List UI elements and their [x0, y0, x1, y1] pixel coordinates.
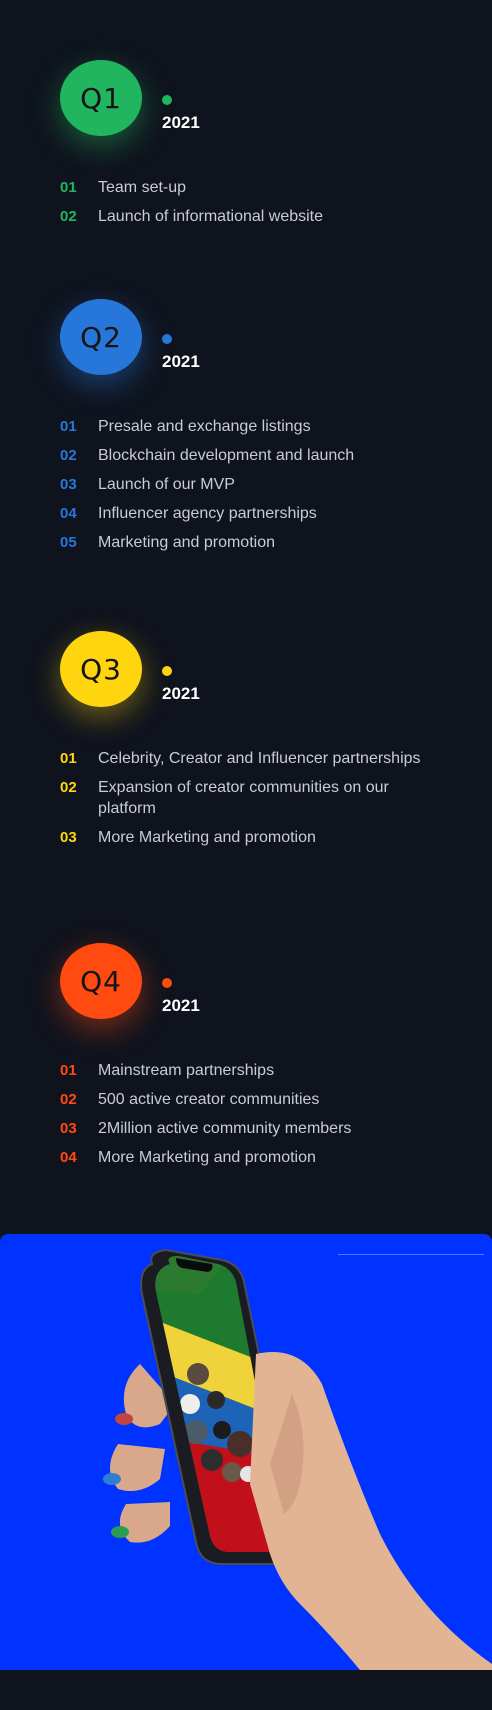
item-text: Marketing and promotion: [98, 534, 275, 551]
item-number: 01: [60, 179, 77, 196]
q4-dot-icon: [162, 978, 172, 988]
list-item: 02 Launch of informational website: [60, 206, 440, 227]
list-item: 01 Mainstream partnerships: [60, 1060, 440, 1081]
q4-milestone-list: 01 Mainstream partnerships 02 500 active…: [60, 1060, 440, 1176]
list-item: 01 Team set-up: [60, 177, 440, 198]
item-number: 01: [60, 418, 77, 435]
item-number: 03: [60, 1120, 77, 1137]
q3-milestone-list: 01 Celebrity, Creator and Influencer par…: [60, 748, 440, 856]
item-text: Celebrity, Creator and Influencer partne…: [98, 750, 421, 767]
list-item: 03 2Million active community members: [60, 1118, 440, 1139]
item-number: 05: [60, 534, 77, 551]
q2-milestone-list: 01 Presale and exchange listings 02 Bloc…: [60, 416, 440, 561]
q1-milestone-list: 01 Team set-up 02 Launch of informationa…: [60, 177, 440, 235]
item-text: Team set-up: [98, 179, 187, 196]
item-number: 02: [60, 1091, 77, 1108]
item-text: Blockchain development and launch: [98, 447, 355, 464]
item-text: Launch of our MVP: [98, 476, 235, 493]
app-preview-banner: [0, 1234, 492, 1670]
list-item: 03 Launch of our MVP: [60, 474, 440, 495]
q2-label: Q2: [80, 320, 122, 354]
q4-year: 2021: [162, 996, 200, 1015]
q2-dot-icon: [162, 334, 172, 344]
q2-badge: Q2: [60, 299, 142, 375]
divider: [338, 1254, 484, 1255]
item-number: 04: [60, 1149, 77, 1166]
q1-year: 2021: [162, 113, 200, 132]
q3-dot-icon: [162, 666, 172, 676]
hand-holding-phone-image: [103, 1248, 492, 1670]
item-number: 01: [60, 1062, 77, 1079]
q3-year: 2021: [162, 684, 200, 703]
list-item: 01 Presale and exchange listings: [60, 416, 440, 437]
q3-badge: Q3: [60, 631, 142, 707]
q4-badge: Q4: [60, 943, 142, 1019]
q1-label: Q1: [80, 81, 122, 115]
item-text: Expansion of creator communities on our …: [98, 779, 389, 817]
item-text: More Marketing and promotion: [98, 829, 316, 846]
item-number: 03: [60, 829, 77, 846]
item-number: 03: [60, 476, 77, 493]
list-item: 04 Influencer agency partnerships: [60, 503, 440, 524]
item-text: Mainstream partnerships: [98, 1062, 275, 1079]
list-item: 05 Marketing and promotion: [60, 532, 440, 553]
item-text: 500 active creator communities: [98, 1091, 320, 1108]
q4-label: Q4: [80, 964, 122, 998]
item-text: Presale and exchange listings: [98, 418, 311, 435]
item-number: 04: [60, 505, 77, 522]
item-number: 02: [60, 447, 77, 464]
item-text: 2Million active community members: [98, 1120, 352, 1137]
list-item: 02 Expansion of creator communities on o…: [60, 777, 440, 819]
item-number: 01: [60, 750, 77, 767]
list-item: 01 Celebrity, Creator and Influencer par…: [60, 748, 440, 769]
list-item: 03 More Marketing and promotion: [60, 827, 440, 848]
item-text: Influencer agency partnerships: [98, 505, 317, 522]
q1-badge: Q1: [60, 60, 142, 136]
list-item: 02 Blockchain development and launch: [60, 445, 440, 466]
q3-label: Q3: [80, 652, 122, 686]
list-item: 02 500 active creator communities: [60, 1089, 440, 1110]
item-text: More Marketing and promotion: [98, 1149, 316, 1166]
item-number: 02: [60, 208, 77, 225]
q2-year: 2021: [162, 352, 200, 371]
list-item: 04 More Marketing and promotion: [60, 1147, 440, 1168]
item-text: Launch of informational website: [98, 208, 324, 225]
item-number: 02: [60, 779, 77, 796]
q1-dot-icon: [162, 95, 172, 105]
